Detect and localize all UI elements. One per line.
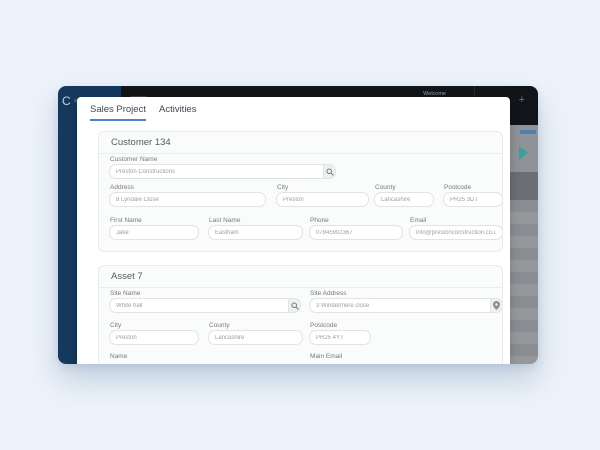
phone-field: Phone xyxy=(309,217,403,240)
dimmed-page-content xyxy=(510,125,538,364)
site-address-field: Site Address xyxy=(309,290,502,313)
city-input[interactable] xyxy=(276,192,369,207)
address-input[interactable] xyxy=(109,192,266,207)
city-label: City xyxy=(110,322,122,329)
tab-activities[interactable]: Activities xyxy=(158,104,197,115)
first-name-input[interactable] xyxy=(109,225,199,240)
asset-city-field: City xyxy=(109,322,199,345)
city-field: City xyxy=(276,184,369,207)
asset-section: Asset 7 Site Name Site Address xyxy=(98,265,503,364)
name-label: Name xyxy=(110,353,128,360)
site-address-input[interactable] xyxy=(309,298,490,313)
main-email-field: Main Email xyxy=(309,353,403,361)
welcome-label: Welcome xyxy=(423,91,446,97)
county-field: County xyxy=(374,184,434,207)
county-label: County xyxy=(209,322,230,329)
email-input[interactable] xyxy=(409,225,502,240)
asset-postcode-input[interactable] xyxy=(309,330,371,345)
customer-name-input[interactable] xyxy=(109,164,323,179)
last-name-field: Last Name xyxy=(208,217,303,240)
dimmed-toolbar-area xyxy=(510,125,538,172)
postcode-label: Postcode xyxy=(444,184,472,191)
asset-county-input[interactable] xyxy=(208,330,303,345)
customer-name-field: Customer Name xyxy=(109,156,336,179)
plus-icon[interactable]: + xyxy=(518,94,525,106)
first-name-field: First Name xyxy=(109,217,199,240)
email-label: Email xyxy=(410,217,427,224)
address-label: Address xyxy=(110,184,134,191)
site-name-search-button[interactable] xyxy=(288,298,301,313)
phone-input[interactable] xyxy=(309,225,403,240)
main-email-label: Main Email xyxy=(310,353,343,360)
county-label: County xyxy=(375,184,396,191)
site-name-label: Site Name xyxy=(110,290,141,297)
tab-sales-project[interactable]: Sales Project xyxy=(90,104,146,121)
dimmed-table-rows xyxy=(510,200,538,364)
asset-city-input[interactable] xyxy=(109,330,199,345)
customer-section: Customer 134 Customer Name Address xyxy=(98,131,503,252)
customer-section-title: Customer 134 xyxy=(111,137,171,148)
asset-section-title: Asset 7 xyxy=(111,271,143,282)
search-icon xyxy=(290,301,299,310)
dimmed-link-fragment xyxy=(520,130,536,134)
phone-label: Phone xyxy=(310,217,329,224)
county-input[interactable] xyxy=(374,192,434,207)
asset-county-field: County xyxy=(208,322,303,345)
last-name-input[interactable] xyxy=(208,225,303,240)
postcode-input[interactable] xyxy=(443,192,502,207)
dimmed-table-header xyxy=(510,172,538,200)
site-address-map-button[interactable] xyxy=(490,298,502,313)
city-label: City xyxy=(277,184,289,191)
postcode-field: Postcode xyxy=(443,184,502,207)
location-pin-icon xyxy=(493,301,500,310)
search-icon xyxy=(325,167,334,176)
section-divider xyxy=(99,153,502,154)
site-name-field: Site Name xyxy=(109,290,301,313)
customer-name-label: Customer Name xyxy=(110,156,158,163)
app-logo: C xyxy=(62,94,71,108)
site-name-input[interactable] xyxy=(109,298,288,313)
address-field: Address xyxy=(109,184,266,207)
section-divider xyxy=(99,287,502,288)
email-field: Email xyxy=(409,217,502,240)
customer-name-search-button[interactable] xyxy=(323,164,336,179)
last-name-label: Last Name xyxy=(209,217,241,224)
play-arrow-icon xyxy=(519,146,528,160)
app-window: C Welcome + Sales Project Activities xyxy=(58,86,538,364)
asset-postcode-field: Postcode xyxy=(309,322,371,345)
postcode-label: Postcode xyxy=(310,322,338,329)
sales-project-modal: Sales Project Activities Customer 134 Cu… xyxy=(77,97,510,364)
first-name-label: First Name xyxy=(110,217,142,224)
site-address-label: Site Address xyxy=(310,290,347,297)
modal-tabs: Sales Project Activities xyxy=(90,104,196,121)
asset-name-field: Name xyxy=(109,353,199,361)
